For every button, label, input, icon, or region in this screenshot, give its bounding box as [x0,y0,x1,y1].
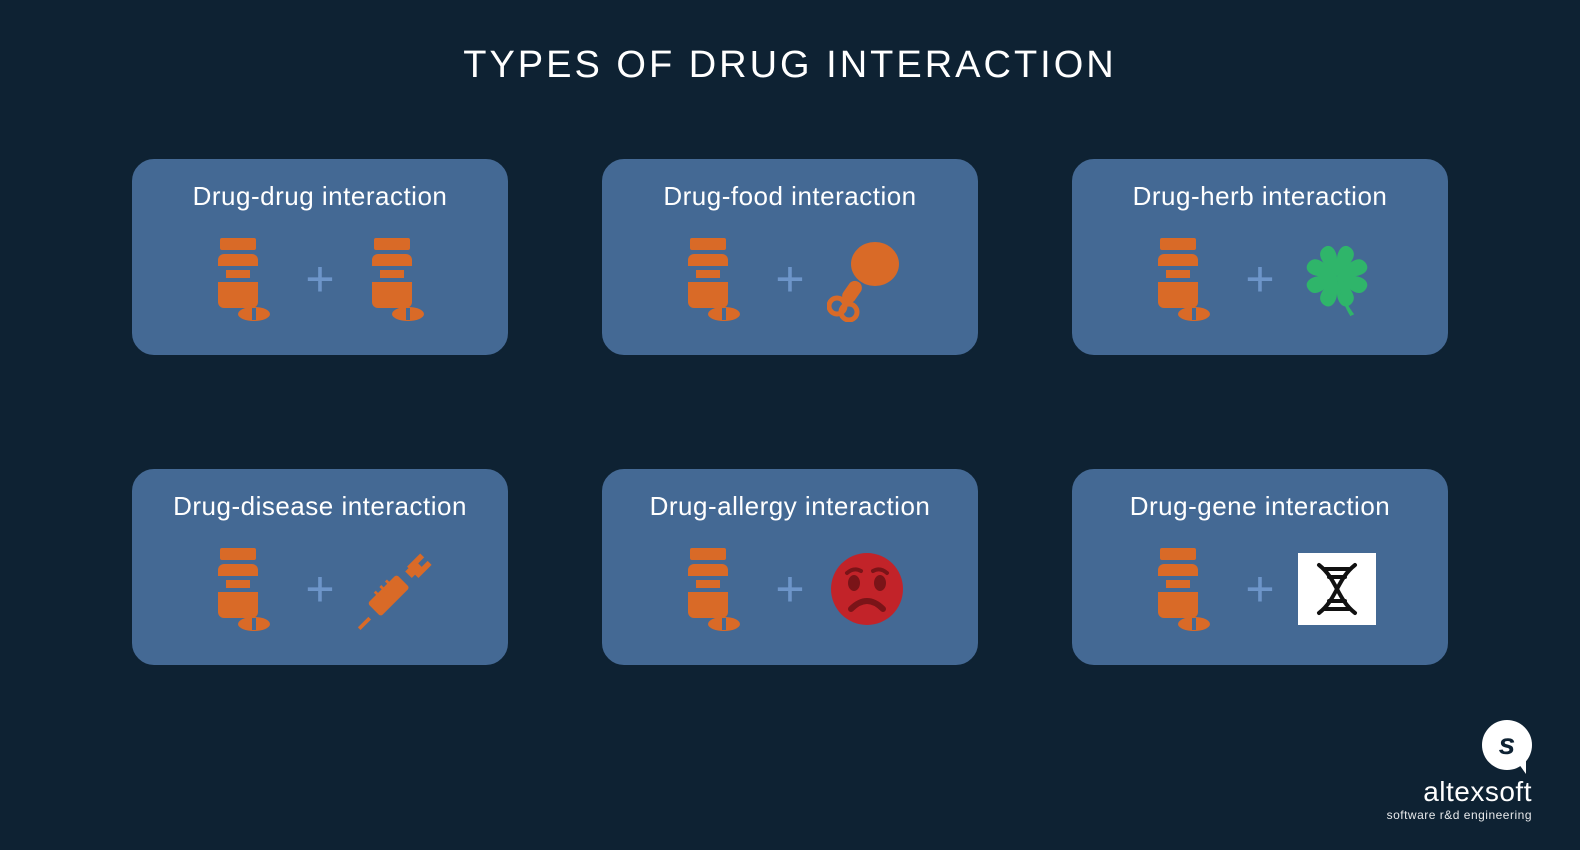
icon-row: + [203,544,436,634]
plus-icon: + [305,564,334,614]
dna-icon [1297,544,1377,634]
pill-bottle-icon [673,544,753,634]
clover-icon [1297,234,1377,324]
sad-face-icon [827,544,907,634]
icon-row: + [203,234,436,324]
chicken-leg-icon [827,234,907,324]
brand-tagline: software r&d engineering [1387,808,1532,822]
pill-bottle-icon [1143,234,1223,324]
icon-row: + [1143,234,1376,324]
plus-icon: + [1245,564,1274,614]
brand-mark-icon: s [1482,720,1532,770]
cards-grid: Drug-drug interaction + [0,157,1580,667]
icon-row: + [673,544,906,634]
card-label: Drug-allergy interaction [650,491,931,522]
syringe-icon [357,544,437,634]
plus-icon: + [775,254,804,304]
plus-icon: + [305,254,334,304]
pill-bottle-icon [1143,544,1223,634]
card-label: Drug-herb interaction [1133,181,1388,212]
brand-logo: s altexsoft software r&d engineering [1387,720,1532,822]
icon-row: + [673,234,906,324]
card-drug-drug: Drug-drug interaction + [130,157,510,357]
card-drug-gene: Drug-gene interaction + [1070,467,1450,667]
page-title: TYPES OF DRUG INTERACTION [0,0,1580,97]
plus-icon: + [775,564,804,614]
card-label: Drug-gene interaction [1130,491,1391,522]
card-drug-herb: Drug-herb interaction + [1070,157,1450,357]
plus-icon: + [1245,254,1274,304]
card-label: Drug-drug interaction [193,181,448,212]
card-drug-food: Drug-food interaction + [600,157,980,357]
brand-name: altexsoft [1387,776,1532,808]
card-drug-allergy: Drug-allergy interaction + [600,467,980,667]
card-label: Drug-disease interaction [173,491,467,522]
pill-bottle-icon [203,234,283,324]
pill-bottle-icon [203,544,283,634]
card-label: Drug-food interaction [663,181,916,212]
pill-bottle-icon [357,234,437,324]
icon-row: + [1143,544,1376,634]
pill-bottle-icon [673,234,753,324]
card-drug-disease: Drug-disease interaction + [130,467,510,667]
